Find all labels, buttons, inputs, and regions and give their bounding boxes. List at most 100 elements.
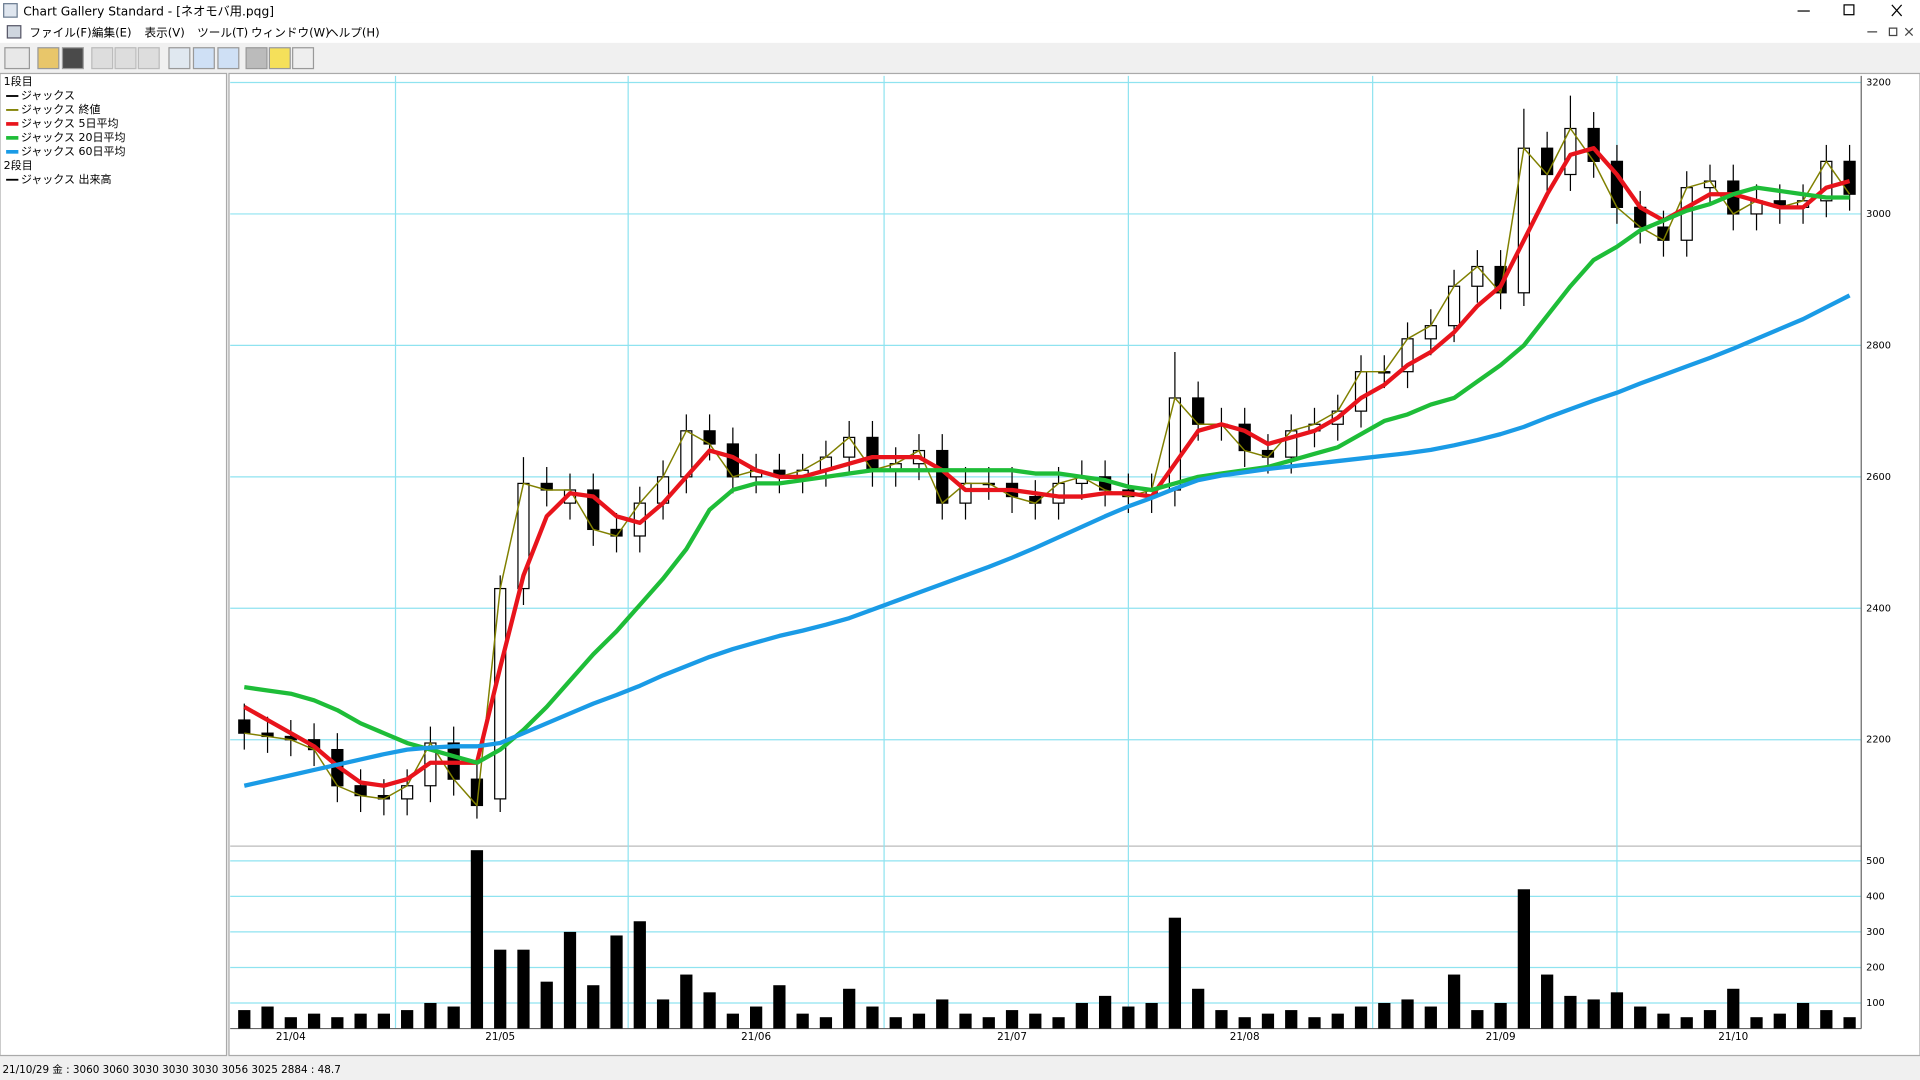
- x-tick-label: 21/07: [997, 1031, 1027, 1043]
- y-tick-label: 2800: [1866, 340, 1891, 351]
- volume-bar: [1401, 999, 1414, 1029]
- legend-entry: ジャックス 終値: [21, 102, 101, 116]
- menu-item[interactable]: 編集(E): [92, 26, 132, 40]
- volume-bar: [1052, 1017, 1065, 1029]
- volume-bar: [1796, 1002, 1810, 1029]
- volume-bar: [1424, 1006, 1437, 1029]
- x-tick-label: 21/04: [276, 1031, 306, 1043]
- volume-bar: [1471, 1010, 1484, 1029]
- volume-bar: [1308, 1017, 1321, 1029]
- app-icon: [3, 3, 18, 18]
- status-text: 21/10/29 金 : 3060 3060 3030 3030 3030 30…: [2, 1063, 340, 1076]
- y-tick-label: 2200: [1866, 735, 1891, 746]
- volume-bar: [354, 1013, 367, 1029]
- tool-button[interactable]: [61, 47, 84, 70]
- menu-item[interactable]: 表示(V): [144, 26, 184, 40]
- volume-bar: [1354, 1006, 1368, 1029]
- menu-item[interactable]: ツール(T): [197, 26, 248, 40]
- volume-bar: [1029, 1013, 1042, 1029]
- tool-button[interactable]: [292, 47, 315, 70]
- legend-heading: 2段目: [4, 158, 33, 172]
- line-series: [243, 293, 1851, 788]
- menu-item[interactable]: ファイル(F): [29, 26, 91, 40]
- volume-bar: [1238, 1017, 1251, 1029]
- toolbar: [4, 47, 315, 70]
- volume-bar: [1285, 1010, 1298, 1029]
- menu-item[interactable]: ヘルプ(H): [327, 26, 380, 40]
- volume-bar: [982, 1017, 995, 1029]
- volume-bar: [959, 1013, 972, 1029]
- y-tick-label: 100: [1866, 998, 1885, 1009]
- candle-body: [238, 719, 251, 734]
- tool-button[interactable]: [37, 47, 60, 70]
- volume-bar: [656, 999, 670, 1029]
- volume-bar: [1145, 1002, 1158, 1029]
- line-series: [243, 146, 1851, 788]
- volume-bar: [1447, 974, 1461, 1029]
- tool-button[interactable]: [192, 47, 215, 70]
- volume-bar: [447, 1006, 460, 1029]
- tool-button[interactable]: [168, 47, 191, 70]
- x-tick-label: 21/08: [1230, 1031, 1260, 1043]
- tool-button[interactable]: [4, 47, 30, 70]
- tool-button[interactable]: [245, 47, 268, 70]
- volume-bar: [1005, 1010, 1019, 1029]
- legend-entry: ジャックス 5日平均: [21, 117, 119, 130]
- volume-bar: [1634, 1006, 1647, 1029]
- tool-button[interactable]: [91, 47, 114, 70]
- volume-bar: [563, 931, 577, 1029]
- legend-entry: ジャックス 20日平均: [21, 131, 126, 144]
- volume-bar: [1192, 988, 1205, 1029]
- tool-button[interactable]: [114, 47, 137, 70]
- volume-bar: [377, 1013, 390, 1029]
- volume-bar: [912, 1013, 926, 1029]
- volume-bar: [1750, 1017, 1763, 1029]
- volume-bar: [1564, 995, 1577, 1029]
- y-tick-label: 3200: [1866, 77, 1891, 88]
- volume-bar: [517, 949, 530, 1029]
- volume-bar: [1727, 988, 1740, 1029]
- x-tick-label: 21/05: [485, 1031, 515, 1043]
- volume-bar: [1122, 1006, 1135, 1029]
- volume-bar: [401, 1010, 414, 1029]
- volume-bar: [470, 850, 484, 1029]
- volume-bar: [726, 1013, 739, 1029]
- tool-button[interactable]: [268, 47, 291, 70]
- volume-bar: [540, 981, 553, 1029]
- close-button[interactable]: [1891, 4, 1903, 17]
- volume-bar: [1261, 1013, 1275, 1029]
- volume-bar: [1378, 1002, 1391, 1029]
- volume-bar: [866, 1006, 879, 1029]
- volume-bar: [1168, 917, 1182, 1029]
- menu-item[interactable]: ウィンドウ(W): [251, 26, 330, 40]
- volume-bar: [424, 1002, 437, 1029]
- volume-bar: [1331, 1013, 1344, 1029]
- volume-bar: [1494, 1002, 1507, 1029]
- y-tick-label: 300: [1866, 927, 1885, 938]
- volume-bar: [773, 985, 786, 1029]
- tool-button[interactable]: [137, 47, 160, 70]
- volume-bar: [587, 985, 600, 1029]
- volume-bar: [936, 999, 949, 1029]
- mdi-icon: [6, 25, 22, 39]
- volume-bar: [610, 935, 623, 1029]
- volume-bar: [1075, 1002, 1088, 1029]
- volume-bar: [1820, 1010, 1833, 1029]
- menu-bar: [0, 22, 1920, 43]
- volume-bar: [819, 1017, 833, 1029]
- volume-bar: [1541, 974, 1554, 1029]
- volume-bar: [1098, 995, 1112, 1029]
- restore-button[interactable]: [1843, 4, 1855, 16]
- volume-bar: [494, 949, 507, 1029]
- legend-entry: ジャックス 出来高: [21, 172, 112, 186]
- window-title: Chart Gallery Standard - [ネオモバ用.pqg]: [23, 5, 274, 19]
- volume-bar: [889, 1017, 902, 1029]
- mdi-controls[interactable]: [1867, 27, 1914, 37]
- legend-panel: [0, 72, 228, 1057]
- volume-bar: [703, 992, 716, 1029]
- volume-bar: [1517, 889, 1530, 1029]
- tool-button[interactable]: [217, 47, 240, 70]
- volume-bar: [750, 1006, 763, 1029]
- y-tick-label: 3000: [1866, 209, 1891, 220]
- y-tick-label: 2400: [1866, 603, 1891, 614]
